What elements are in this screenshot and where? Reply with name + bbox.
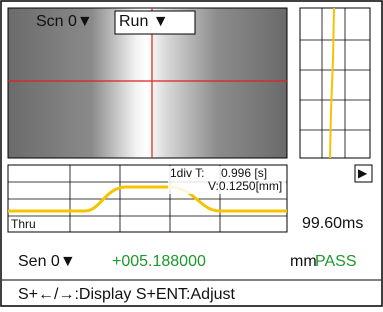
trend-panel [300, 8, 370, 158]
div-time-label: 1div T: [170, 166, 204, 180]
mode-select[interactable]: Run ▼ [119, 13, 169, 30]
sensor-label[interactable]: Sen 0▼ [18, 253, 76, 270]
cycle-time: 99.60ms [302, 215, 363, 232]
trigger-mode: Thru [11, 217, 36, 231]
scene-label[interactable]: Scn 0▼ [36, 13, 93, 30]
help-text: S+←/→:Display S+ENT:Adjust [18, 286, 236, 303]
measured-value: +005.188000 [112, 253, 206, 270]
device-screen: Scn 0▼ Run ▼ ▶ 1div T: 0.996 [s] V:0.125… [0, 0, 383, 307]
play-button[interactable]: ▶ [358, 166, 368, 180]
div-time-value: 0.996 [s] [221, 166, 267, 180]
div-volt: V:0.1250[mm] [208, 179, 282, 193]
judgement: PASS [315, 253, 357, 270]
unit: mm [290, 253, 317, 270]
